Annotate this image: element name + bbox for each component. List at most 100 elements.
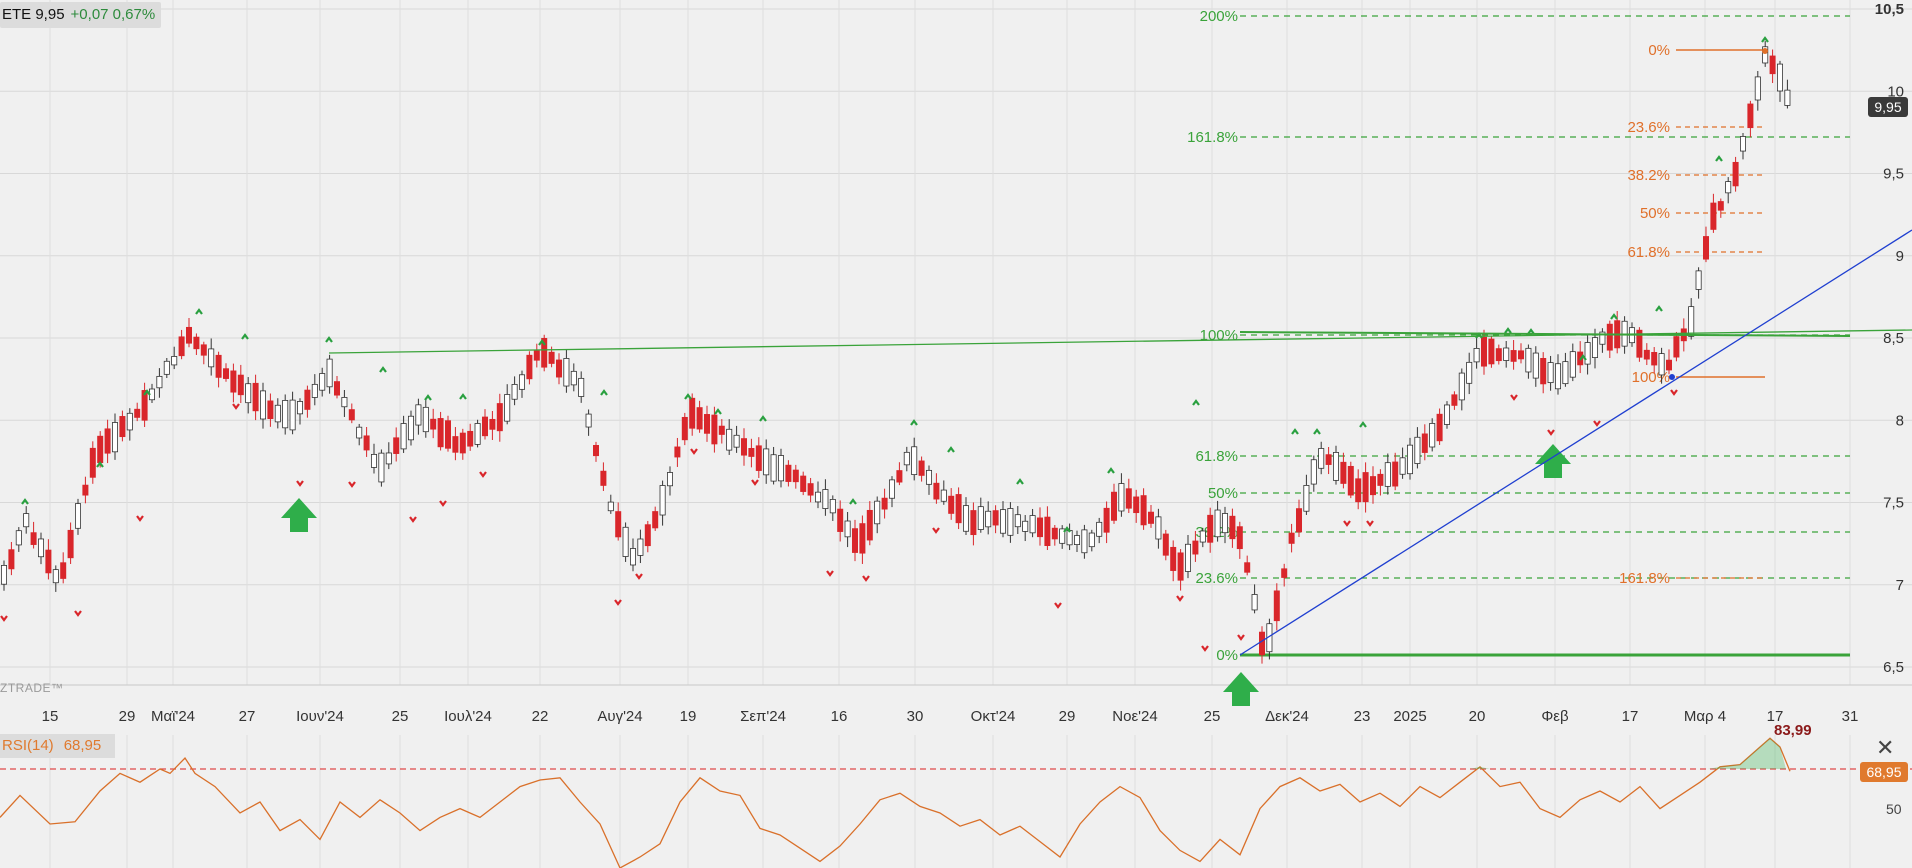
candle-body xyxy=(1651,352,1658,366)
candle-body xyxy=(1599,331,1606,345)
candle-body xyxy=(1051,527,1058,540)
swing-low-marker xyxy=(74,610,82,617)
candle-body xyxy=(1503,347,1510,361)
candle-body xyxy=(1562,361,1569,385)
candle-body xyxy=(1532,352,1539,379)
candle-body xyxy=(1666,359,1673,371)
candle-body xyxy=(1377,473,1384,486)
swing-high-marker xyxy=(1063,526,1071,533)
swing-high-marker xyxy=(1107,467,1115,474)
candle-body xyxy=(1436,413,1443,442)
candle-body xyxy=(1170,546,1177,571)
swing-low-marker xyxy=(635,573,643,580)
y-axis-label: 6,5 xyxy=(1883,659,1904,676)
candle-body xyxy=(267,400,274,420)
candle-body xyxy=(1111,491,1118,521)
candle-body xyxy=(807,483,814,496)
swing-high-marker xyxy=(1192,399,1200,406)
candle-body xyxy=(600,470,607,486)
candle-body xyxy=(1584,342,1591,365)
rsi-legend[interactable]: RSI(14) 68,95 xyxy=(0,734,116,758)
candle-body xyxy=(755,445,762,471)
candle-body xyxy=(1177,552,1184,581)
y-axis-labels: 10,5 10 9,5 9 8,5 8 7,5 7 6,5 xyxy=(1875,1,1904,676)
candle-body xyxy=(30,532,37,545)
swing-high-marker xyxy=(241,333,249,340)
candle-body xyxy=(1488,338,1495,365)
candle-body xyxy=(718,425,725,435)
candle-body xyxy=(112,422,119,453)
y-axis-label: 8 xyxy=(1896,412,1904,429)
candle-body xyxy=(1325,454,1332,465)
candle-body xyxy=(1606,323,1613,351)
candle-body xyxy=(533,350,540,361)
fib-green-label: 0% xyxy=(1216,647,1238,664)
fib-green-label: 61.8% xyxy=(1195,448,1238,465)
candle-body xyxy=(171,356,178,366)
candle-body xyxy=(852,528,859,553)
swing-high-marker xyxy=(1655,305,1663,312)
swing-low-marker xyxy=(1054,602,1062,609)
x-axis-label: 15 xyxy=(42,708,59,725)
swing-high-marker xyxy=(1579,354,1587,361)
candle-body xyxy=(1555,363,1562,390)
candle-body xyxy=(1540,358,1547,385)
close-icon[interactable]: ✕ xyxy=(1876,735,1895,760)
x-axis-label: 20 xyxy=(1469,708,1486,725)
swing-high-marker xyxy=(96,461,104,468)
swing-high-marker xyxy=(459,393,467,400)
candle-body xyxy=(977,506,984,530)
swing-high-marker xyxy=(714,408,722,415)
candle-body xyxy=(296,401,303,415)
candle-body xyxy=(659,485,666,516)
candle-body xyxy=(918,460,925,476)
buy-arrow-icon xyxy=(1535,444,1571,478)
swing-high-marker xyxy=(538,339,546,346)
candle-body xyxy=(75,503,82,529)
candle-body xyxy=(489,418,496,430)
rsi-grid xyxy=(0,735,1912,868)
candle-body xyxy=(252,382,259,412)
candle-body xyxy=(1569,351,1576,378)
candle-body xyxy=(1273,590,1280,622)
candle-body xyxy=(637,538,644,556)
candle-body xyxy=(178,336,185,357)
swing-high-marker xyxy=(424,394,432,401)
candle-body xyxy=(444,420,451,449)
buy-arrow-icon xyxy=(281,498,317,532)
price-chart[interactable]: 200% 161.8% 100% 61.8% 50% 38.2% 23.6% 0% 0% 23.6… xyxy=(0,0,1912,735)
candle-body xyxy=(792,469,799,483)
candle-body xyxy=(1458,372,1465,401)
candle-body xyxy=(615,511,622,538)
swing-low-marker xyxy=(1343,520,1351,527)
fib-green-label: 23.6% xyxy=(1195,570,1238,587)
candle-body xyxy=(689,397,696,429)
candle-body xyxy=(970,510,977,536)
x-axis-label: 22 xyxy=(532,708,549,725)
fib-orange-label: 61.8% xyxy=(1627,244,1670,261)
rsi-chart[interactable] xyxy=(0,735,1912,868)
candle-body xyxy=(785,464,792,482)
swing-low-marker xyxy=(862,575,870,582)
candle-body xyxy=(1399,457,1406,475)
candle-body xyxy=(652,511,659,529)
candle-body xyxy=(1155,516,1162,540)
candle-body xyxy=(222,368,229,379)
candle-body xyxy=(1340,461,1347,484)
trendlines xyxy=(328,48,1912,656)
rsi-max-label: 83,99 xyxy=(1774,722,1812,739)
candle-body xyxy=(667,472,674,487)
swing-markers xyxy=(0,36,1769,706)
candle-body xyxy=(1688,306,1695,337)
candle-body xyxy=(230,370,237,393)
candle-body xyxy=(1481,336,1488,367)
candle-body xyxy=(1185,543,1192,572)
candle-body xyxy=(1754,76,1761,101)
candle-body xyxy=(800,475,807,492)
candle-body xyxy=(963,505,970,532)
trendline-anchor xyxy=(1669,374,1675,380)
ticker-header[interactable]: ETE 9,95 +0,07 0,67% xyxy=(0,2,162,28)
swing-high-marker xyxy=(600,389,608,396)
candle-body xyxy=(1037,517,1044,538)
candle-body xyxy=(208,348,215,368)
